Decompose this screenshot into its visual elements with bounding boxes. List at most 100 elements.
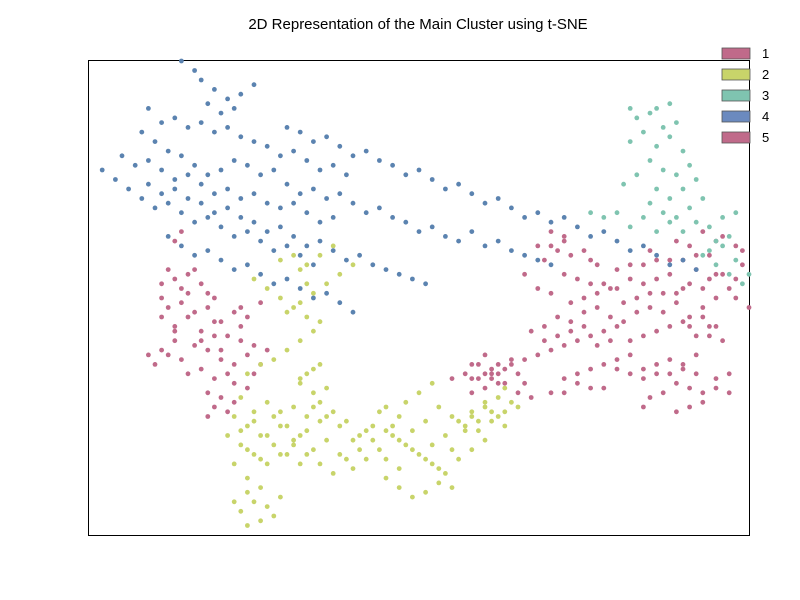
point-series-4 [377,205,382,211]
point-series-4 [337,191,343,197]
point-series-1 [159,295,165,301]
point-series-4 [198,77,204,83]
point-series-1 [674,290,679,296]
point-series-3 [733,257,739,263]
point-series-1 [548,229,554,235]
point-series-1 [707,324,712,329]
point-series-2 [304,414,310,419]
point-series-1 [561,271,567,277]
point-series-3 [654,143,659,149]
point-series-2 [462,428,468,434]
point-series-4 [113,177,118,182]
point-series-2 [396,485,402,490]
point-series-1 [700,399,706,405]
point-series-1 [489,371,494,377]
point-series-2 [383,456,389,462]
point-series-1 [713,271,719,277]
point-series-1 [264,347,270,353]
point-series-1 [522,357,527,362]
point-series-2 [396,414,402,419]
point-series-2 [377,447,382,453]
point-series-4 [192,68,198,73]
point-series-2 [304,314,310,320]
point-series-4 [192,219,198,225]
point-series-2 [284,423,290,429]
point-series-3 [614,210,620,216]
point-series-1 [535,286,541,291]
point-series-1 [641,333,646,339]
point-series-4 [297,286,303,291]
point-series-3 [654,106,659,111]
point-series-1 [575,371,580,377]
point-series-4 [212,191,217,197]
point-series-1 [231,362,237,367]
point-series-3 [707,224,712,230]
point-series-4 [159,191,165,197]
point-series-2 [258,518,263,524]
point-series-1 [192,309,198,315]
point-series-4 [119,153,125,159]
point-series-1 [667,324,673,329]
point-series-2 [304,281,310,287]
point-series-1 [179,229,184,235]
point-series-4 [317,219,323,225]
point-series-2 [469,409,475,415]
legend-swatch-5 [721,131,751,144]
point-series-1 [172,338,178,344]
point-series-1 [258,300,263,306]
point-series-1 [581,295,587,301]
point-series-2 [383,404,389,410]
point-series-1 [449,376,455,381]
point-series-4 [495,196,501,201]
point-series-3 [660,167,666,173]
point-series-2 [410,428,415,434]
point-series-4 [245,162,250,168]
point-series-3 [647,158,653,163]
point-series-3 [700,196,706,201]
point-series-4 [231,106,237,111]
point-series-3 [746,271,752,277]
point-series-2 [245,423,250,429]
point-series-1 [502,380,508,386]
point-series-2 [377,409,382,415]
point-series-4 [350,309,356,315]
point-series-1 [225,371,231,377]
point-series-2 [297,433,303,438]
point-series-1 [218,319,224,325]
point-series-3 [707,248,712,254]
point-series-1 [627,352,633,358]
point-series-4 [324,290,329,296]
point-series-1 [614,286,620,291]
point-series-1 [231,309,237,315]
point-series-3 [667,196,673,201]
point-series-2 [238,508,244,514]
point-series-4 [218,224,224,230]
point-series-1 [647,395,653,400]
point-series-2 [258,433,263,438]
point-series-4 [311,262,316,268]
point-series-2 [278,409,283,415]
point-series-2 [304,371,310,377]
point-series-2 [436,480,442,486]
point-series-1 [707,252,712,258]
point-series-4 [357,252,362,258]
point-series-1 [713,324,719,329]
point-series-2 [363,456,369,462]
point-series-1 [627,276,633,282]
point-series-4 [165,234,171,239]
point-series-2 [515,404,521,410]
point-series-1 [205,305,211,310]
point-series-1 [522,271,527,277]
point-series-4 [410,276,415,282]
point-series-1 [205,347,211,353]
point-series-1 [647,290,653,296]
point-series-2 [344,456,349,462]
point-series-1 [462,371,468,377]
point-series-2 [231,461,237,467]
point-series-1 [172,324,178,329]
point-series-1 [601,281,607,287]
point-series-1 [555,248,560,254]
point-series-4 [535,257,541,263]
point-series-4 [667,262,673,268]
